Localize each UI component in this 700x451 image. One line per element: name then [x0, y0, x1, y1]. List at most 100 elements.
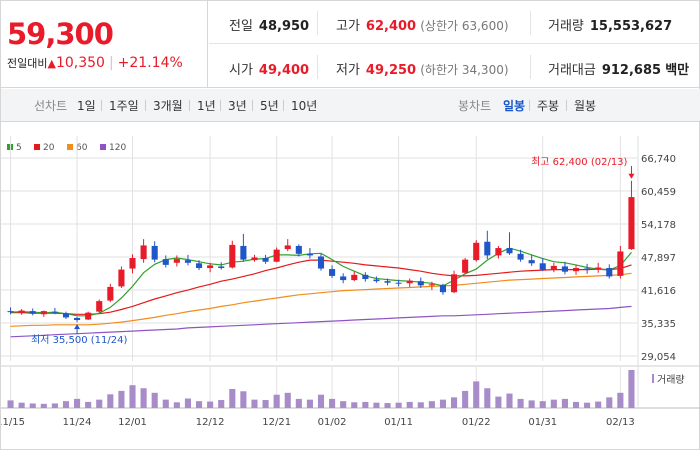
x-tick-label: 11/24 [63, 417, 92, 428]
prev-close: 전일 48,950 [229, 19, 310, 34]
candle-body [561, 266, 568, 272]
tab-5y[interactable]: 5년 [260, 99, 279, 113]
candle-body [40, 311, 47, 315]
tab-1w[interactable]: 1주일 [109, 99, 139, 113]
candle-body [539, 263, 546, 270]
candle-body [62, 313, 70, 318]
low-price: 저가 49,250 (하한가 34,300) [336, 63, 509, 78]
candle-body [395, 282, 402, 284]
legend-label-120: 120 [109, 143, 126, 153]
candle-body [29, 311, 36, 314]
candle-body [184, 260, 191, 263]
stats-row-2: 시가 49,400 저가 49,250 (하한가 34,300) 거래대금 912,6… [209, 45, 700, 88]
volume-bar [473, 381, 480, 408]
y-tick-label: 47,897 [641, 253, 676, 264]
candle-body [484, 241, 491, 256]
candle-body [606, 268, 613, 277]
volume-bar [195, 401, 203, 408]
tab-3y[interactable]: 3년 [228, 99, 247, 113]
volume-bar [584, 402, 591, 408]
volume-bar [85, 401, 92, 408]
candle-body [284, 245, 291, 250]
tab-1y[interactable]: 1년 [197, 99, 216, 113]
volume-bar [606, 397, 613, 408]
volume-bar [306, 399, 313, 408]
change-label: 전일대비 [7, 57, 48, 70]
legend-label-20: 20 [43, 143, 55, 153]
candle-body [462, 259, 469, 273]
candle-body [107, 286, 114, 301]
tab-monthly[interactable]: 월봉 [574, 99, 597, 113]
volume-legend-swatch [652, 374, 654, 383]
volume-bar [329, 398, 336, 408]
volume-bar [184, 398, 191, 408]
volume-bar [162, 399, 169, 408]
candle-body [140, 245, 147, 260]
volume-bar [351, 402, 358, 408]
low-arrow-icon [74, 324, 81, 330]
volume-bar [151, 392, 158, 408]
candle-body [373, 279, 380, 282]
candle-body [85, 312, 92, 320]
candle-body [317, 256, 325, 269]
volume-bar [528, 400, 535, 408]
volume-bar [373, 402, 380, 408]
trade-amount: 거래대금 912,685 백만 [548, 63, 690, 78]
volume-bar [7, 400, 14, 408]
legend-swatch-60 [67, 144, 73, 150]
candle-body [384, 281, 391, 283]
tab-3m[interactable]: 3개월 [153, 99, 183, 113]
legend-swatch-20 [34, 144, 40, 150]
candle-body [473, 242, 480, 261]
candle-body [240, 245, 247, 260]
volume-bar [18, 402, 25, 408]
candle-body [173, 259, 180, 263]
volume-bar [129, 385, 136, 408]
candle-body [628, 197, 635, 250]
tab-weekly[interactable]: 주봉 [537, 99, 560, 113]
legend-swatch-5 [7, 144, 13, 150]
volume-bar [495, 396, 502, 408]
volume-bar [229, 389, 236, 408]
candle-body [162, 259, 169, 265]
candle-body [506, 248, 513, 254]
volume-bar [539, 401, 546, 408]
candle-body [18, 310, 25, 313]
candle-body [74, 317, 81, 321]
volume-bar [484, 388, 491, 408]
x-tick-label: 01/31 [528, 417, 557, 428]
candle-body [207, 265, 214, 269]
volume: 거래량 15,553,627 [548, 19, 673, 34]
volume-bar [384, 403, 391, 408]
volume-bar [262, 400, 269, 408]
low-annotation: 최저 35,500 (11/24) [31, 334, 127, 346]
candle-body [7, 311, 14, 313]
tab-10y[interactable]: 10년 [291, 99, 318, 113]
volume-bar [62, 401, 70, 408]
legend-swatch-120 [100, 144, 106, 150]
tab-daily[interactable]: 일봉 [503, 99, 526, 113]
x-tick-label: 01/02 [318, 417, 347, 428]
candle-body [428, 284, 435, 286]
volume-bar [417, 402, 424, 408]
candle-body [218, 266, 225, 269]
change-amount: 10,350 [55, 55, 105, 71]
volume-bar [628, 370, 635, 408]
volume-bar [462, 390, 469, 408]
volume-bar [406, 401, 413, 408]
candle-body [517, 253, 524, 260]
y-tick-label: 54,178 [641, 220, 676, 231]
candle-body [229, 244, 236, 268]
candle-body [151, 245, 158, 260]
y-tick-label: 41,616 [641, 286, 676, 297]
volume-bar [96, 399, 103, 408]
period-tabs: 선차트 1일 1주일 3개월 1년 3년 5년 10년 봉차트 일봉 주봉 월봉 [1, 89, 700, 122]
candle-body [351, 274, 358, 281]
candle-body [406, 280, 413, 284]
volume-bar [207, 401, 214, 408]
candle-body [262, 258, 269, 262]
tab-1d[interactable]: 1일 [77, 99, 96, 113]
candle-body [295, 245, 302, 254]
